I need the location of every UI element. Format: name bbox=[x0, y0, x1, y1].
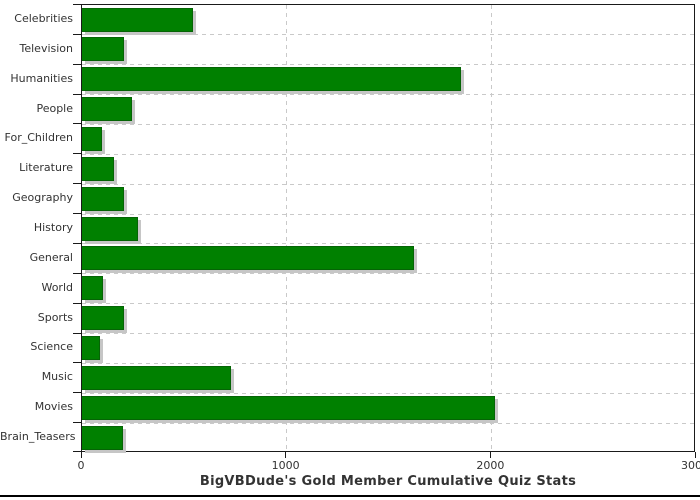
y-axis-tick bbox=[73, 302, 81, 304]
category-label: Brain_Teasers bbox=[0, 430, 76, 444]
y-axis-tick bbox=[73, 242, 81, 244]
y-axis-tick bbox=[73, 33, 81, 35]
category-label: Celebrities bbox=[14, 11, 73, 25]
h-gridline bbox=[82, 303, 694, 305]
h-gridline bbox=[82, 64, 694, 66]
bar bbox=[82, 126, 103, 151]
bar bbox=[82, 395, 496, 420]
y-axis-tick bbox=[73, 93, 81, 95]
bar bbox=[82, 186, 124, 211]
bar bbox=[82, 365, 232, 390]
h-gridline bbox=[82, 123, 694, 125]
y-axis-tick bbox=[73, 422, 81, 424]
bar bbox=[82, 156, 114, 181]
category-label: History bbox=[33, 221, 73, 234]
category-label: Sports bbox=[37, 310, 73, 324]
h-gridline bbox=[82, 333, 694, 335]
bar bbox=[82, 37, 124, 62]
h-gridline bbox=[82, 273, 694, 275]
x-tick-label: 1000 bbox=[271, 459, 300, 472]
bar bbox=[82, 425, 123, 450]
h-gridline bbox=[82, 183, 694, 185]
category-label: Geography bbox=[12, 191, 73, 205]
category-label: Movies bbox=[34, 400, 73, 414]
y-axis-tick bbox=[73, 63, 81, 65]
y-axis-tick bbox=[73, 392, 81, 394]
bar bbox=[82, 67, 461, 92]
h-gridline bbox=[82, 94, 694, 96]
category-label: For_Children bbox=[4, 131, 73, 145]
bar bbox=[82, 216, 139, 241]
plot-area bbox=[81, 4, 695, 452]
y-axis-tick bbox=[73, 153, 81, 155]
x-axis-tick bbox=[80, 452, 82, 458]
x-tick-label: 2000 bbox=[476, 459, 505, 472]
h-gridline bbox=[82, 213, 694, 215]
category-label: Science bbox=[30, 340, 73, 354]
category-label: World bbox=[41, 280, 73, 294]
x-tick-label: 3000 bbox=[681, 459, 700, 472]
h-gridline bbox=[82, 362, 694, 364]
x-axis-tick bbox=[694, 452, 696, 458]
category-label: Literature bbox=[19, 161, 73, 175]
y-axis-tick bbox=[73, 272, 81, 274]
category-label: Music bbox=[41, 370, 73, 384]
h-gridline bbox=[82, 422, 694, 424]
y-axis-tick bbox=[73, 332, 81, 334]
h-gridline bbox=[82, 243, 694, 245]
h-gridline bbox=[82, 153, 694, 155]
bottom-divider bbox=[0, 495, 700, 497]
y-axis-tick bbox=[73, 213, 81, 215]
x-axis-tick bbox=[285, 452, 287, 458]
y-axis-tick bbox=[73, 451, 81, 452]
bar bbox=[82, 336, 101, 361]
bar bbox=[82, 276, 104, 301]
v-gridline bbox=[490, 5, 492, 451]
bar bbox=[82, 246, 414, 271]
category-label: People bbox=[36, 101, 73, 115]
h-gridline bbox=[82, 34, 694, 36]
category-label: Television bbox=[19, 41, 74, 55]
v-gridline bbox=[286, 5, 288, 451]
category-label: Humanities bbox=[10, 71, 73, 85]
h-gridline bbox=[82, 392, 694, 394]
bar bbox=[82, 7, 193, 32]
bar bbox=[82, 306, 124, 331]
chart-title: BigVBDude's Gold Member Cumulative Quiz … bbox=[199, 474, 577, 489]
category-label: General bbox=[29, 250, 73, 264]
y-axis-tick bbox=[73, 123, 81, 125]
y-axis-tick bbox=[73, 362, 81, 364]
x-tick-label: 0 bbox=[77, 459, 85, 472]
x-axis-tick bbox=[489, 452, 491, 458]
y-axis-tick bbox=[73, 183, 81, 185]
bar bbox=[82, 97, 133, 122]
y-axis-tick bbox=[73, 4, 81, 5]
